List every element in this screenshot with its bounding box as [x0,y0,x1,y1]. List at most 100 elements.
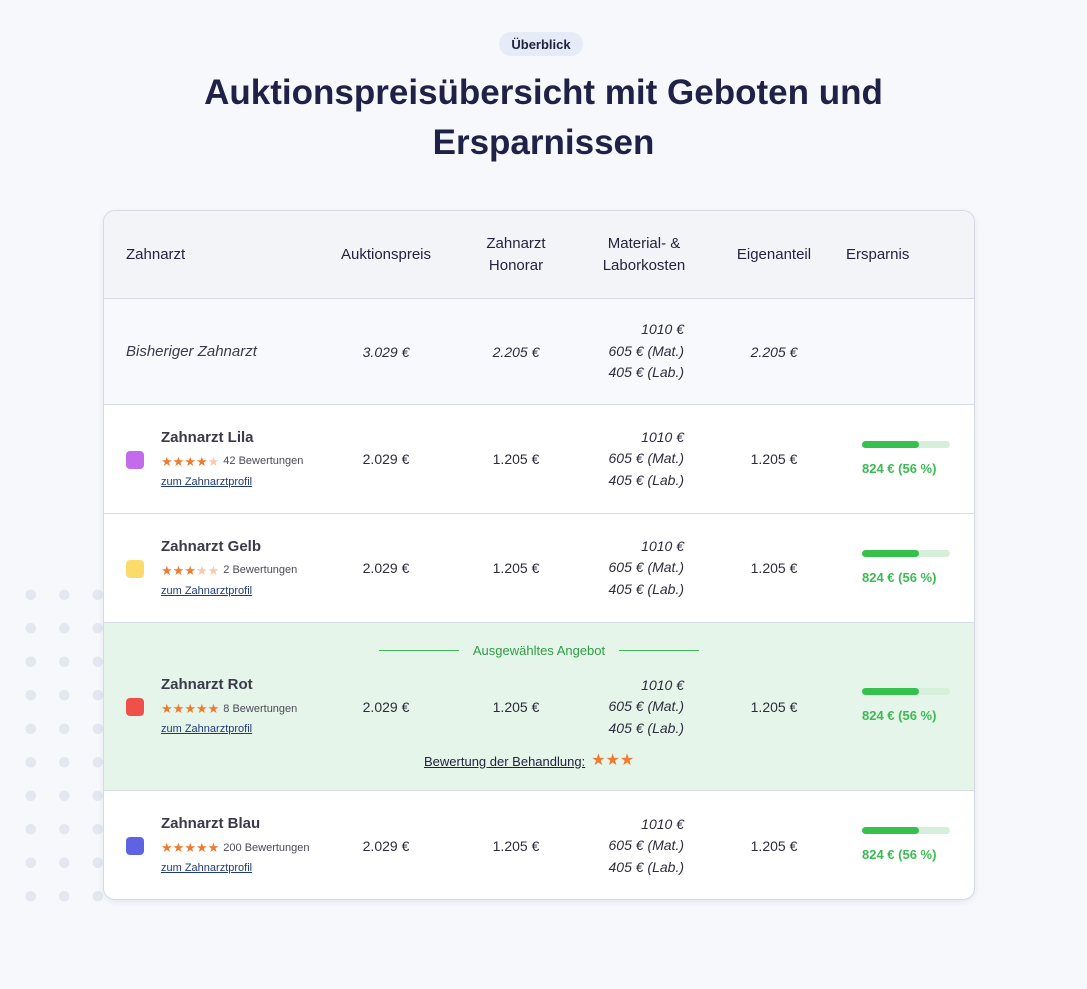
page-title: Auktionspreisübersicht mit Geboten und E… [204,73,883,162]
star-icon: ★ [207,701,220,716]
material-total: 1010 € [641,321,684,338]
material-costs: 1010 € 605 € (Mat.) 405 € (Lab.) [574,405,685,513]
star-icon: ★ [184,840,196,855]
material-costs: 1010 € 605 € (Mat.) 405 € (Lab.) [574,514,685,622]
saving-amount: 824 € (56 %) [862,708,937,723]
star-icon: ★ [161,562,173,578]
dentist-name: Zahnarzt Gelb [161,537,262,555]
table-row: Zahnarzt Blau ★ ★ ★ ★ ★ 200 Bewertungen zum … [104,791,974,899]
saving-amount: 824 € (56 %) [862,460,937,476]
auction-price: 2.029 € [362,451,410,467]
header-material: Material- & Laborkosten [574,211,714,298]
header-eigenanteil: Eigenanteil [736,245,812,263]
dentist-color-swatch [126,450,144,469]
material-costs: 1010 € 605 € (Mat.) 405 € (Lab.) [574,791,685,899]
star-icon: ★ [605,752,620,769]
review-count: 42 Bewertungen [223,455,304,467]
material-mat: 605 € (Mat.) [608,698,684,715]
dentist-info: Zahnarzt Lila ★ ★ ★ ★ ★ 42 Bewertungen zum Z… [126,405,356,513]
star-icon: ★ [184,562,196,578]
star-icon: ★ [161,453,173,469]
dentist-rating: ★ ★ ★ ★ ★ 8 Bewertungen [161,702,297,715]
divider [619,650,699,651]
auction-price: 2.029 € [362,838,410,854]
dentist-info: Zahnarzt Gelb ★ ★ ★ ★ ★ 2 Bewertungen zum Za… [126,514,356,622]
profile-link[interactable]: zum Zahnarztprofil [161,862,253,874]
saving-progress-fill [862,549,920,557]
material-lab: 405 € (Lab.) [608,364,685,381]
saving-progress-bar [862,549,950,557]
overview-badge: Überblick [499,32,583,56]
star-icon: ★ [207,840,220,855]
price-comparison-table: Zahnarzt Auktionspreis Zahnarzt Honorar … [103,210,975,900]
treatment-rating-label[interactable]: Bewertung der Behandlung: [424,753,586,769]
material-costs: 1010 € 605 € (Mat.) 405 € (Lab.) [574,623,685,791]
profile-link[interactable]: zum Zahnarztprofil [161,584,253,597]
star-icon: ★ [184,701,196,716]
header-honorar: Zahnarzt Honorar [464,211,568,298]
saving-progress-fill [862,688,920,695]
saving-amount: 824 € (56 %) [862,569,937,585]
material-mat: 605 € (Mat.) [608,342,684,359]
dentist-color-swatch [126,837,144,855]
saving-progress-fill [862,827,920,834]
profile-link[interactable]: zum Zahnarztprofil [161,723,253,735]
review-count: 2 Bewertungen [223,564,298,576]
previous-dentist-name: Bisheriger Zahnarzt [126,343,257,360]
rating-stars: ★ ★ ★ ★ ★ [161,702,219,715]
rating-stars: ★ ★ ★ ★ ★ [161,564,219,577]
selected-offer-text: Ausgewähltes Angebot [472,643,606,658]
honorar: 1.205 € [492,451,540,467]
header-auktionspreis: Auktionspreis [340,245,432,263]
star-icon: ★ [207,562,220,578]
header-material-label: Material- & Laborkosten [602,234,686,274]
previous-price: 3.029 € [362,343,410,360]
saving-progress-bar [862,440,950,448]
eigenanteil: 1.205 € [750,699,798,715]
star-icon: ★ [207,453,220,469]
star-icon: ★ [619,752,635,769]
saving-progress-fill [862,440,920,448]
star-icon: ★ [161,701,173,716]
star-icon: ★ [172,701,185,716]
star-icon: ★ [172,562,185,578]
table-row: Zahnarzt Gelb ★ ★ ★ ★ ★ 2 Bewertungen zum Za… [104,514,974,623]
header-zahnarzt: Zahnarzt [126,245,186,263]
material-total: 1010 € [641,428,684,445]
star-icon: ★ [172,840,185,855]
profile-link[interactable]: zum Zahnarztprofil [161,475,253,488]
dentist-info: Zahnarzt Rot ★ ★ ★ ★ ★ 8 Bewertungen zum Zah… [126,623,356,790]
material-lab: 405 € (Lab.) [608,858,685,875]
eigenanteil: 1.205 € [750,451,798,467]
previous-honorar: 2.205 € [492,343,540,360]
material-lab: 405 € (Lab.) [608,471,685,488]
honorar: 1.205 € [492,560,540,576]
dentist-color-swatch [126,559,144,578]
star-icon: ★ [195,701,208,716]
star-icon: ★ [195,562,208,578]
rating-stars: ★ ★ ★ ★ ★ [161,455,219,468]
material-total: 1010 € [641,676,684,693]
auction-price: 2.029 € [362,560,410,576]
rating-stars: ★ ★ ★ ★ ★ [161,841,219,854]
table-header: Zahnarzt Auktionspreis Zahnarzt Honorar … [104,211,974,299]
dentist-name: Zahnarzt Rot [161,676,253,693]
dentist-name: Zahnarzt Lila [161,428,254,446]
honorar: 1.205 € [492,838,540,854]
material-mat: 605 € (Mat.) [608,837,684,854]
dentist-color-swatch [126,698,144,716]
review-count: 200 Bewertungen [223,841,310,854]
material-mat: 605 € (Mat.) [608,559,684,576]
material-lab: 405 € (Lab.) [608,580,685,597]
saving-progress-bar [862,827,950,834]
eigenanteil: 1.205 € [750,560,798,576]
dentist-rating: ★ ★ ★ ★ ★ 42 Bewertungen [161,455,303,468]
honorar: 1.205 € [492,699,540,715]
dentist-rating: ★ ★ ★ ★ ★ 2 Bewertungen [161,564,297,577]
material-total: 1010 € [641,815,684,832]
dentist-rating: ★ ★ ★ ★ ★ 200 Bewertungen [161,841,310,854]
auction-price: 2.029 € [362,699,410,715]
material-total: 1010 € [641,537,684,554]
star-icon: ★ [184,453,196,469]
dentist-name: Zahnarzt Blau [161,815,261,832]
